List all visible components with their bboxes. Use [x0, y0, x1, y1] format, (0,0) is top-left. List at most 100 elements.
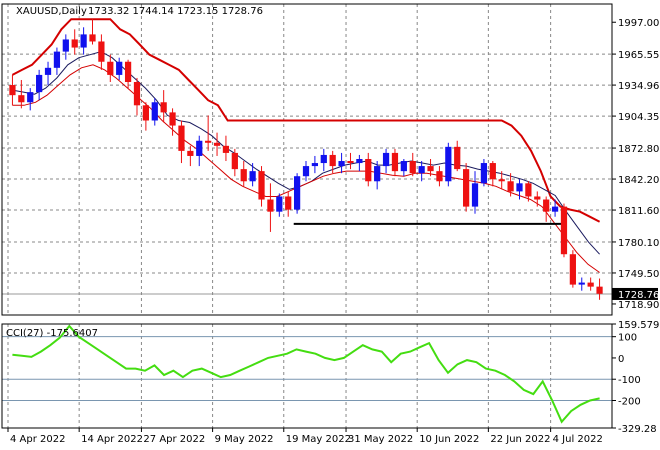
date-label: 19 May 2022 — [286, 434, 351, 445]
cci-tick-label: -329.28 — [618, 424, 657, 435]
moving-average-red-slow — [11, 18, 601, 223]
candle — [213, 132, 221, 156]
candle — [596, 278, 603, 300]
candle — [187, 145, 194, 167]
cci-tick-label: -100 — [618, 375, 641, 386]
candle-body — [516, 183, 523, 192]
candle — [124, 59, 132, 89]
candle-body — [240, 169, 247, 182]
candle-body — [293, 176, 301, 210]
candle-body — [543, 199, 550, 212]
candle-body — [329, 154, 336, 167]
candle-body — [569, 254, 576, 285]
candle — [53, 47, 61, 75]
candle-body — [551, 206, 559, 212]
candle — [489, 161, 496, 187]
candle — [62, 34, 69, 60]
ohlc-header: 1733.32 1744.14 1723.15 1728.76 — [88, 6, 263, 17]
candle-body — [249, 171, 256, 182]
candle — [427, 158, 434, 177]
candle — [151, 98, 158, 126]
price-tick-label: 1811.60 — [618, 206, 659, 217]
price-tick-label: 1934.96 — [618, 81, 659, 92]
candle-body — [151, 102, 158, 121]
candle — [222, 135, 230, 162]
candle-body — [418, 166, 425, 174]
candle-body — [267, 199, 274, 212]
candle-body — [222, 145, 230, 153]
candle — [543, 196, 550, 222]
candle-body — [205, 140, 212, 143]
candle — [551, 199, 559, 217]
candle — [196, 135, 203, 167]
candle — [89, 19, 96, 45]
candle — [80, 27, 87, 55]
date-label: 4 Apr 2022 — [10, 434, 65, 445]
candle — [302, 161, 310, 182]
candle — [320, 148, 327, 172]
candle-body — [258, 171, 265, 200]
candle — [356, 154, 363, 172]
candle — [365, 152, 372, 187]
candle — [240, 161, 247, 187]
grid — [2, 4, 612, 428]
candle-body — [409, 161, 416, 174]
candle — [285, 191, 292, 217]
candle-body — [356, 158, 363, 164]
candle-body — [596, 286, 603, 294]
candle — [454, 140, 461, 172]
candle — [498, 171, 505, 190]
candle — [569, 250, 576, 288]
candle-body — [454, 146, 461, 170]
candle-body — [231, 152, 238, 170]
price-frame — [1, 3, 613, 316]
candle-body — [534, 196, 541, 200]
candle-body — [445, 146, 452, 182]
candle-body — [382, 152, 390, 167]
candle — [293, 173, 301, 214]
candle — [133, 77, 141, 116]
candle — [463, 163, 470, 212]
candle — [160, 90, 167, 123]
cci-frame — [1, 323, 613, 429]
candle — [507, 173, 514, 197]
candle-body — [463, 169, 470, 207]
candle — [205, 115, 212, 151]
current-price-tag — [612, 287, 658, 300]
price-plot — [9, 18, 603, 300]
price-tick-label: 1997.00 — [618, 18, 659, 29]
candle-body — [142, 105, 149, 121]
candle-body — [107, 61, 114, 75]
candle-body — [53, 51, 61, 68]
candle — [107, 54, 114, 83]
candle-body — [124, 61, 132, 83]
candle — [347, 152, 354, 170]
candle-body — [578, 282, 585, 285]
date-label: 27 Apr 2022 — [143, 434, 205, 445]
candle — [525, 181, 532, 202]
candle — [436, 166, 443, 187]
candle-body — [133, 82, 141, 106]
candle-body — [427, 166, 434, 172]
candle-body — [178, 125, 185, 151]
candle — [178, 120, 185, 164]
cci-tick-label: -200 — [618, 396, 641, 407]
candle — [418, 161, 425, 182]
candle-body — [560, 206, 568, 255]
candle — [560, 203, 568, 258]
candle-body — [80, 34, 87, 48]
candle — [116, 57, 123, 80]
current-price-label: 1728.76 — [618, 290, 659, 301]
candle — [400, 158, 407, 177]
candle-body — [9, 85, 16, 96]
candle — [231, 148, 238, 177]
candle — [71, 29, 78, 55]
candle — [44, 61, 52, 86]
candle — [578, 277, 585, 291]
candle-body — [62, 39, 69, 52]
candle-body — [489, 163, 496, 180]
date-label: 14 Apr 2022 — [81, 434, 143, 445]
candle — [516, 179, 523, 200]
